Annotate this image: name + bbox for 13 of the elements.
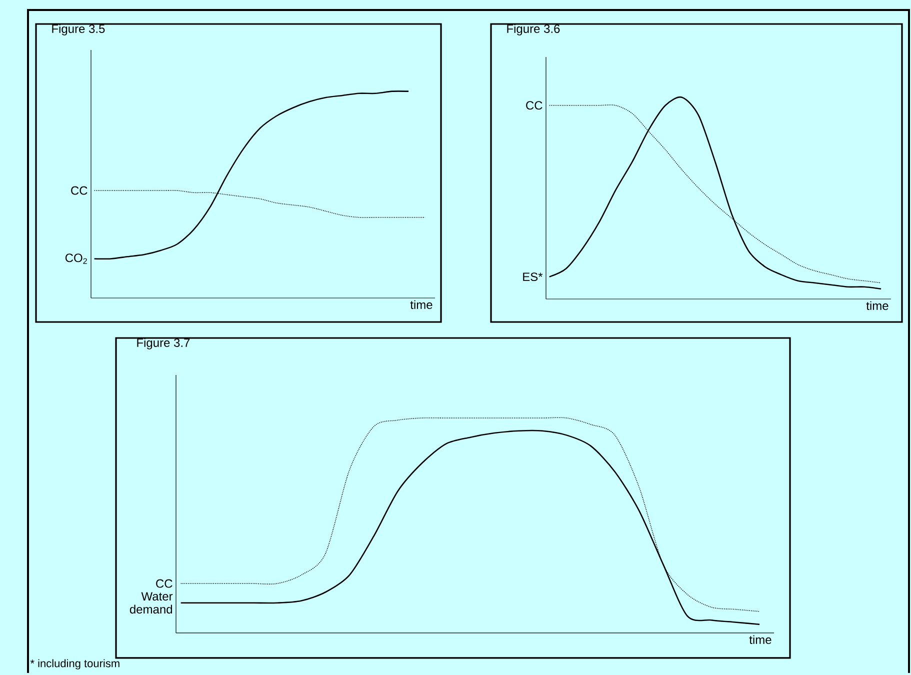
chart-title: Figure 3.5: [52, 24, 105, 36]
series-label: CO$_{2}$: [65, 254, 87, 264]
x-axis-title: time: [749, 635, 772, 644]
x-axis-title: time: [866, 301, 888, 310]
chart-title: Figure 3.6: [507, 24, 560, 36]
series-label: CC: [156, 579, 172, 588]
chart-title: Figure 3.7: [137, 338, 190, 350]
series-label: CC: [526, 101, 542, 110]
series-label: ES*: [523, 272, 543, 282]
series-label: CC: [71, 186, 88, 195]
x-axis-title: time: [410, 300, 432, 309]
series-label: Water demand: [130, 592, 173, 614]
text: * including tourism: [30, 659, 120, 670]
